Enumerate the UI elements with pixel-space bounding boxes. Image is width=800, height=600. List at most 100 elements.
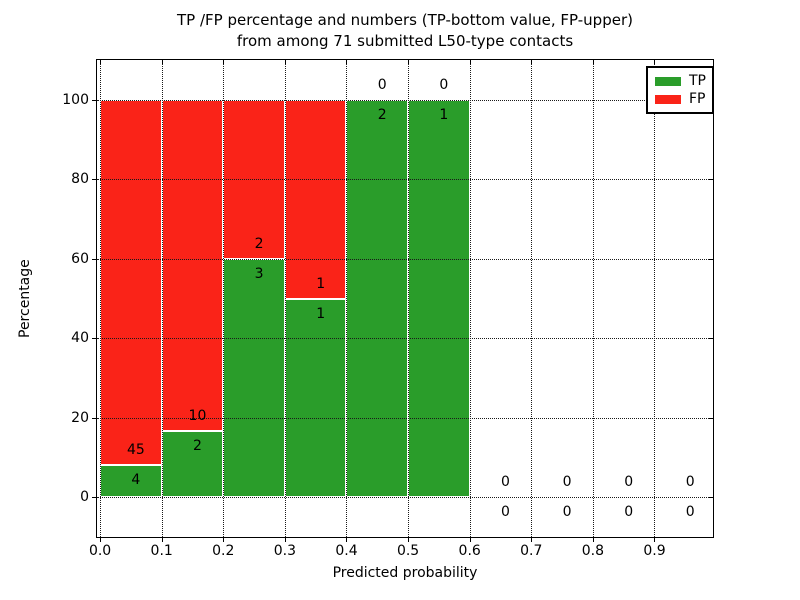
x-tick-mark xyxy=(408,538,410,542)
y-tick-label: 60 xyxy=(71,250,89,267)
tp-count-label: 1 xyxy=(439,106,449,123)
x-tick-mark-top xyxy=(531,60,533,64)
x-tick-mark xyxy=(469,538,471,542)
bar-segment-fp xyxy=(161,99,224,431)
v-gridline xyxy=(346,60,348,537)
bar-segment-tp xyxy=(408,99,470,498)
x-tick-mark-top xyxy=(223,60,225,64)
chart-title-line1: TP /FP percentage and numbers (TP-bottom… xyxy=(177,11,633,29)
bar-segment-tp xyxy=(284,298,347,498)
h-gridline xyxy=(97,417,713,419)
bar-segment-fp xyxy=(100,99,162,465)
tp-count-label: 4 xyxy=(131,471,141,488)
x-tick-mark-top xyxy=(346,60,348,64)
x-tick-label: 0.1 xyxy=(150,543,173,559)
x-tick-mark xyxy=(161,538,163,542)
tp-count-label: 0 xyxy=(501,504,510,521)
legend-entry-fp: FP xyxy=(655,91,712,107)
v-gridline xyxy=(100,60,102,537)
plot-area: 45 4 10 2 2 3 1 1 0 2 0 1 0 0 0 0 0 0 0 0 xyxy=(96,59,714,538)
y-axis-label: Percentage xyxy=(17,259,33,338)
v-gridline xyxy=(408,60,410,537)
x-tick-mark xyxy=(531,538,533,542)
x-axis-label: Predicted probability xyxy=(332,565,478,581)
fp-count-label: 0 xyxy=(562,474,572,491)
fp-count-label: 0 xyxy=(624,474,634,491)
fp-count-label: 0 xyxy=(439,76,449,93)
bar-segment-tp xyxy=(161,431,224,498)
legend: TP FP xyxy=(646,66,714,114)
h-gridline xyxy=(97,338,713,340)
v-gridline xyxy=(654,60,656,537)
x-tick-mark xyxy=(654,538,656,542)
v-gridline xyxy=(161,60,163,537)
x-tick-mark xyxy=(223,538,225,542)
fp-count-label: 45 xyxy=(126,441,145,458)
h-gridline xyxy=(97,179,713,181)
y-tick-label: 100 xyxy=(62,91,89,108)
x-tick-mark-top xyxy=(654,60,656,64)
x-tick-label: 0.4 xyxy=(335,543,358,559)
x-tick-mark-top xyxy=(592,60,594,64)
y-tick-mark-right xyxy=(709,258,713,260)
fp-count-label: 2 xyxy=(254,235,264,252)
bar-segment-fp xyxy=(284,99,347,299)
tp-count-label: 3 xyxy=(254,265,264,282)
fp-color-swatch xyxy=(655,94,681,104)
x-tick-label: 0.6 xyxy=(458,543,481,559)
x-tick-mark xyxy=(592,538,594,542)
fp-count-label: 0 xyxy=(377,76,387,93)
y-tick-mark xyxy=(92,338,96,340)
x-tick-label: 0.3 xyxy=(273,543,297,559)
fp-count-label: 0 xyxy=(685,474,695,491)
y-tick-mark-right xyxy=(709,417,713,419)
fp-count-label: 10 xyxy=(188,408,207,424)
y-tick-label: 20 xyxy=(71,409,89,426)
y-tick-mark xyxy=(92,179,96,181)
h-gridline xyxy=(97,99,713,101)
bar-segment-tp xyxy=(100,464,162,498)
x-tick-mark xyxy=(100,538,102,542)
y-tick-mark xyxy=(92,99,96,101)
y-tick-label: 0 xyxy=(80,489,89,506)
v-gridline xyxy=(531,60,533,537)
x-tick-label: 0.2 xyxy=(212,543,235,559)
x-tick-mark-top xyxy=(469,60,471,64)
y-tick-mark xyxy=(92,258,96,260)
legend-label-tp: TP xyxy=(689,73,706,89)
y-tick-label: 80 xyxy=(71,171,89,188)
legend-label-fp: FP xyxy=(689,91,706,107)
y-tick-mark-right xyxy=(709,179,713,181)
x-tick-mark-top xyxy=(100,60,102,64)
chart-title-line2: from among 71 submitted L50-type contact… xyxy=(236,32,574,50)
v-gridline xyxy=(592,60,594,537)
x-tick-label: 0.5 xyxy=(396,543,420,559)
h-gridline xyxy=(97,497,713,499)
x-tick-label: 0.8 xyxy=(581,543,605,559)
tp-count-label: 2 xyxy=(193,438,202,454)
tp-count-label: 2 xyxy=(377,106,387,123)
v-gridline xyxy=(284,60,286,537)
x-tick-mark-top xyxy=(161,60,163,64)
y-tick-mark-right xyxy=(709,338,713,340)
y-tick-label: 40 xyxy=(71,330,89,347)
x-tick-label: 0.0 xyxy=(88,543,112,559)
tp-color-swatch xyxy=(655,76,681,86)
fp-count-label: 0 xyxy=(501,474,510,491)
v-gridline xyxy=(469,60,471,537)
tp-count-label: 1 xyxy=(316,305,326,322)
tp-count-label: 0 xyxy=(624,504,634,521)
bar-segment-tp xyxy=(223,258,285,498)
legend-entry-tp: TP xyxy=(655,73,712,89)
fp-count-label: 1 xyxy=(316,275,326,292)
x-tick-mark-top xyxy=(284,60,286,64)
v-gridline xyxy=(223,60,225,537)
x-tick-mark xyxy=(284,538,286,542)
y-tick-mark xyxy=(92,497,96,499)
x-tick-label: 0.9 xyxy=(643,543,666,559)
x-tick-mark-top xyxy=(408,60,410,64)
bar-segment-tp xyxy=(346,99,409,498)
tp-count-label: 0 xyxy=(562,504,572,521)
tp-count-label: 0 xyxy=(685,504,695,521)
